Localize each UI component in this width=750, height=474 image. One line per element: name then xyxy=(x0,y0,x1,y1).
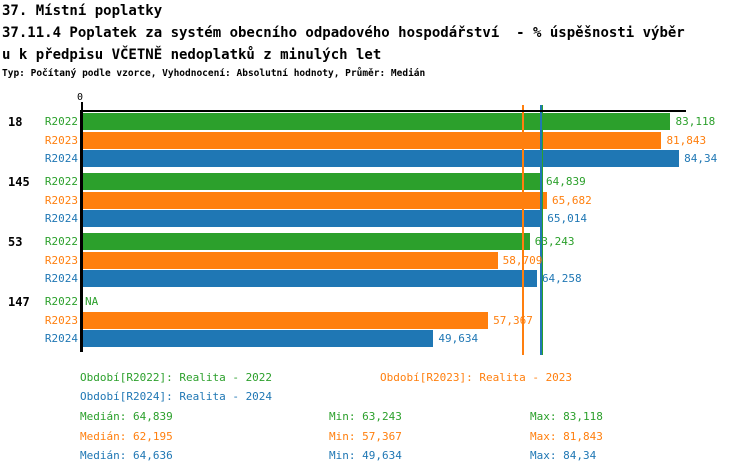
legend-entry-r2022: Období[R2022]: Realita - 2022 xyxy=(80,371,273,384)
chart-row: R2024 65,014 xyxy=(0,210,750,227)
chart-groups: 18 R2022 83,118 R2023 81,843 R2024 84,34 145 R20… xyxy=(0,113,750,353)
bar-area: 65,014 xyxy=(82,210,750,227)
bar-r2022 xyxy=(82,113,671,130)
group-label: 53 xyxy=(8,234,23,249)
stat-min-r2023: Min: 57,367 xyxy=(329,429,402,443)
chart-row: R2024 84,34 xyxy=(0,150,750,167)
bar-value-label: 84,34 xyxy=(684,152,718,165)
bar-value-label: 81,843 xyxy=(666,133,707,147)
bar-r2023 xyxy=(82,251,498,269)
stat-median-r2024: Medián: 64,636 xyxy=(80,449,173,462)
chart-meta-line: Typ: Počítaný podle vzorce, Vyhodnocení:… xyxy=(2,68,426,79)
series-row-label: R2023 xyxy=(44,313,78,327)
bar-r2022 xyxy=(82,233,530,250)
chart-row: R2023 57,367 xyxy=(0,311,750,329)
series-row-label: R2023 xyxy=(44,133,78,147)
series-row-label: R2024 xyxy=(44,152,78,165)
chart-group-53: 53 R2022 63,243 R2023 58,709 R2024 64,258 xyxy=(0,233,750,287)
chart-subtitle-2: u k předpisu VČETNĚ nedoplatků z minulýc… xyxy=(2,47,382,63)
median-line-r2024 xyxy=(539,105,542,355)
bar-area: 49,634 xyxy=(82,330,750,347)
bar-r2024 xyxy=(82,210,543,227)
bar-area: 65,682 xyxy=(82,191,750,209)
bar-value-label: 57,367 xyxy=(493,313,533,327)
stat-median-r2023: Medián: 62,195 xyxy=(80,429,173,443)
legend-entry-r2023: Období[R2023]: Realita - 2023 xyxy=(380,371,573,384)
bar-r2023 xyxy=(82,191,548,209)
y-axis-line xyxy=(80,110,83,352)
stat-max-r2024: Max: 84,34 xyxy=(530,449,597,462)
series-row-label: R2024 xyxy=(44,212,78,225)
stat-max-r2023: Max: 81,843 xyxy=(530,429,603,443)
bar-r2024 xyxy=(82,150,680,167)
chart-row: R2024 64,258 xyxy=(0,270,750,287)
series-row-label: R2022 xyxy=(44,295,78,308)
group-label: 18 xyxy=(8,114,23,129)
legend-entry-r2024: Období[R2024]: Realita - 2024 xyxy=(80,390,273,403)
bar-r2024 xyxy=(82,270,537,287)
chart-row: 147 R2022 NA xyxy=(0,293,750,310)
bar-area: 57,367 xyxy=(82,311,750,329)
series-row-label: R2023 xyxy=(44,253,78,267)
chart-row: 145 R2022 64,839 xyxy=(0,173,750,190)
bar-area: 58,709 xyxy=(82,251,750,269)
bar-r2023 xyxy=(82,131,662,149)
page-title: 37. Místní poplatky xyxy=(2,3,163,19)
bar-area: 63,243 xyxy=(82,233,750,250)
series-row-label: R2022 xyxy=(44,235,78,248)
series-row-label: R2022 xyxy=(44,115,78,128)
bar-area: 81,843 xyxy=(82,131,750,149)
bar-value-label: 63,243 xyxy=(534,235,575,248)
stat-min-r2022: Min: 63,243 xyxy=(329,410,402,423)
chart-row: R2023 65,682 xyxy=(0,191,750,209)
x-axis-line xyxy=(80,110,686,112)
group-label: 145 xyxy=(8,174,30,189)
stat-max-r2022: Max: 83,118 xyxy=(530,410,603,423)
bar-r2023 xyxy=(82,311,489,329)
bar-value-label: 58,709 xyxy=(502,253,543,267)
stat-median-r2022: Medián: 64,839 xyxy=(80,410,173,423)
bar-value-label: 65,682 xyxy=(552,193,592,207)
bar-r2024 xyxy=(82,330,434,347)
bar-area: 83,118 xyxy=(82,113,750,130)
stat-min-r2024: Min: 49,634 xyxy=(329,449,402,462)
bar-na-label: NA xyxy=(85,295,99,308)
x-axis-zero-label: 0 xyxy=(77,92,84,103)
chart-row: R2023 58,709 xyxy=(0,251,750,269)
series-row-label: R2023 xyxy=(44,193,78,207)
bar-area: 64,258 xyxy=(82,270,750,287)
bar-area: 64,839 xyxy=(82,173,750,190)
chart-row: 53 R2022 63,243 xyxy=(0,233,750,250)
chart-row: 18 R2022 83,118 xyxy=(0,113,750,130)
group-label: 147 xyxy=(8,294,30,309)
chart-group-18: 18 R2022 83,118 R2023 81,843 R2024 84,34 xyxy=(0,113,750,167)
series-row-label: R2022 xyxy=(44,175,78,188)
bar-value-label: 64,839 xyxy=(546,175,586,188)
series-row-label: R2024 xyxy=(44,332,78,345)
bar-value-label: 49,634 xyxy=(438,332,479,345)
x-axis-tick xyxy=(81,102,83,111)
bar-value-label: 65,014 xyxy=(547,212,588,225)
chart-subtitle-1: 37.11.4 Poplatek za systém obecního odpa… xyxy=(2,25,685,41)
median-line-r2023 xyxy=(522,105,525,355)
chart-group-145: 145 R2022 64,839 R2023 65,682 R2024 65,014 xyxy=(0,173,750,227)
bar-r2022 xyxy=(82,173,542,190)
chart-row: R2023 81,843 xyxy=(0,131,750,149)
median-line-r2022 xyxy=(541,105,544,355)
bar-value-label: 83,118 xyxy=(675,115,716,128)
series-row-label: R2024 xyxy=(44,272,78,285)
chart-group-147: 147 R2022 NA R2023 57,367 R2024 49,634 xyxy=(0,293,750,347)
chart-row: R2024 49,634 xyxy=(0,330,750,347)
bar-area: NA xyxy=(82,293,750,310)
bar-area: 84,34 xyxy=(82,150,750,167)
bar-value-label: 64,258 xyxy=(541,272,582,285)
